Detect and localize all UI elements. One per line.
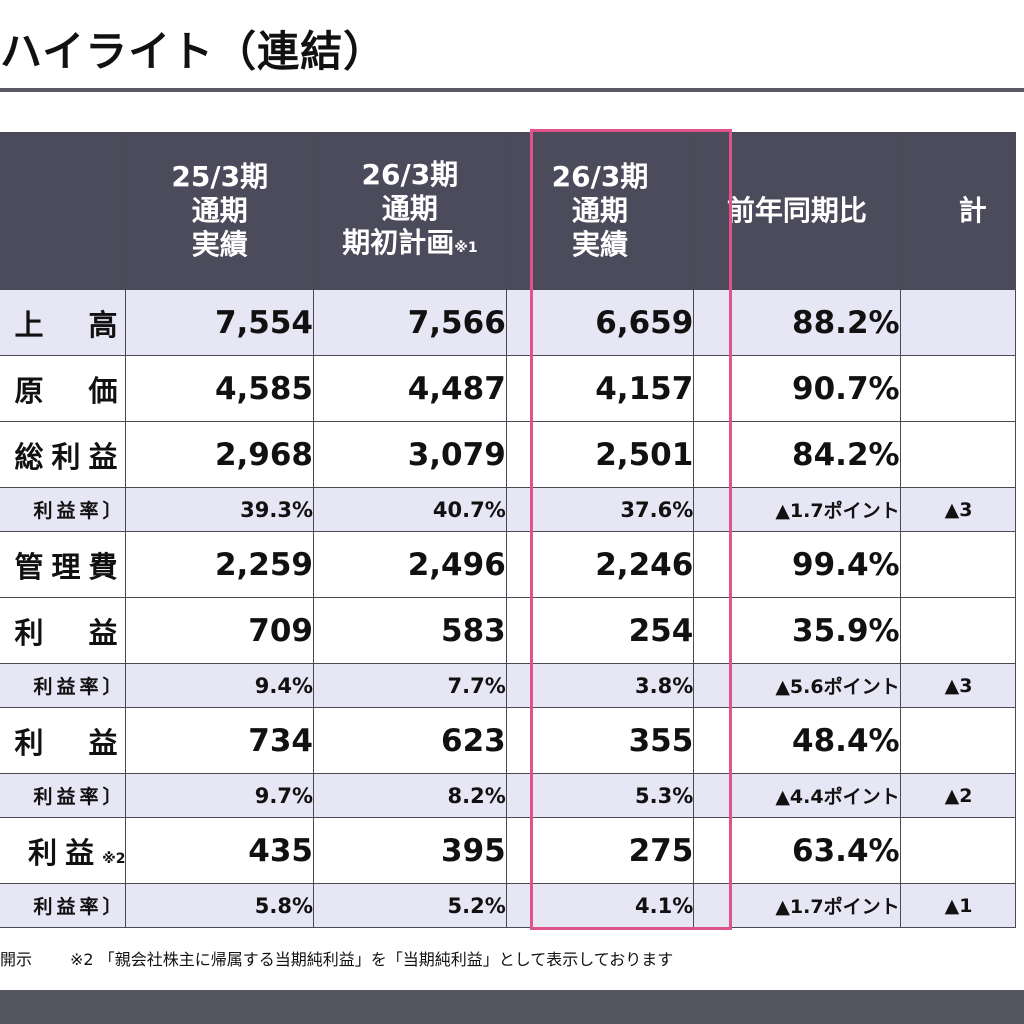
financial-highlights-table: 25/3期 通期 実績 26/3期 通期 期初計画※1 26/3期 通期 実績 前年同期比… <box>0 132 1017 928</box>
table-row: 利益率〕 9.7% 8.2% 5.3% ▲4.4ポイント ▲2 <box>0 773 1017 818</box>
table-cell: 40.7% <box>313 487 507 532</box>
header-label-col <box>0 132 127 290</box>
table-row: 利益率〕 39.3% 40.7% 37.6% ▲1.7ポイント ▲3 <box>0 487 1017 532</box>
row-label: 利 益 <box>0 597 127 664</box>
table-cell: 9.4% <box>125 663 314 708</box>
table-cell <box>899 289 1017 356</box>
table-row: 利 益 709 583 254 35.9% <box>0 597 1017 664</box>
row-label: 上 高 <box>0 289 127 356</box>
header-col-4: 前年同期比 <box>693 132 901 290</box>
table-cell: 734 <box>125 707 314 774</box>
table-row: 総利益 2,968 3,079 2,501 84.2% <box>0 421 1017 488</box>
table-cell: 3.8% <box>505 663 695 708</box>
table-row: 原 価 4,585 4,487 4,157 90.7% <box>0 355 1017 422</box>
table-cell: 5.2% <box>313 883 507 928</box>
table-cell: 435 <box>125 817 314 884</box>
table-cell: 709 <box>125 597 314 664</box>
row-label: 利益率〕 <box>0 663 127 708</box>
table-row: 利 益 734 623 355 48.4% <box>0 707 1017 774</box>
table-cell <box>899 817 1017 884</box>
table-cell: 254 <box>505 597 695 664</box>
header-col-5: 計 <box>899 132 1017 290</box>
table-cell: 4,487 <box>313 355 507 422</box>
row-label: 利益率〕 <box>0 487 127 532</box>
row-label: 管理費 <box>0 531 127 598</box>
footnote-2: ※2 「親会社株主に帰属する当期純利益」を「当期純利益」として表示しております <box>70 950 674 969</box>
table-cell: 2,968 <box>125 421 314 488</box>
footnote-marker: ※2 <box>102 850 126 867</box>
table-cell: 395 <box>313 817 507 884</box>
table-row: 利益※2 435 395 275 63.4% <box>0 817 1017 884</box>
table-row: 利益率〕 9.4% 7.7% 3.8% ▲5.6ポイント ▲3 <box>0 663 1017 708</box>
table-cell: 39.3% <box>125 487 314 532</box>
table-cell <box>899 707 1017 774</box>
table-cell: 8.2% <box>313 773 507 818</box>
table-cell: 48.4% <box>693 707 901 774</box>
row-label: 総利益 <box>0 421 127 488</box>
table-row: 上 高 7,554 7,566 6,659 88.2% <box>0 289 1017 356</box>
title-divider <box>0 88 1024 92</box>
footnote-marker: ※1 <box>454 239 478 256</box>
table-cell: 63.4% <box>693 817 901 884</box>
table-cell: 4,157 <box>505 355 695 422</box>
footnotes: 開示 ※2 「親会社株主に帰属する当期純利益」を「当期純利益」として表示しておりま… <box>0 946 711 970</box>
table-cell: 275 <box>505 817 695 884</box>
header-col-1: 25/3期 通期 実績 <box>125 132 314 290</box>
row-label: 利益率〕 <box>0 883 127 928</box>
table-cell: 7.7% <box>313 663 507 708</box>
row-label: 利益率〕 <box>0 773 127 818</box>
table-cell: 4,585 <box>125 355 314 422</box>
table-cell <box>899 597 1017 664</box>
table-cell: 35.9% <box>693 597 901 664</box>
table-cell: ▲5.6ポイント <box>693 663 901 708</box>
table-cell: 90.7% <box>693 355 901 422</box>
header-row: 25/3期 通期 実績 26/3期 通期 期初計画※1 26/3期 通期 実績 前年同期比… <box>0 132 1017 290</box>
table-cell: ▲1 <box>899 883 1017 928</box>
row-label: 利 益 <box>0 707 127 774</box>
row-label: 原 価 <box>0 355 127 422</box>
table-row: 管理費 2,259 2,496 2,246 99.4% <box>0 531 1017 598</box>
table-cell: 99.4% <box>693 531 901 598</box>
table-cell: 84.2% <box>693 421 901 488</box>
table-cell: 355 <box>505 707 695 774</box>
header-col-2: 26/3期 通期 期初計画※1 <box>313 132 507 290</box>
table-cell: 583 <box>313 597 507 664</box>
table-cell: ▲3 <box>899 487 1017 532</box>
table-cell <box>899 355 1017 422</box>
table-cell <box>899 421 1017 488</box>
table-cell: 7,566 <box>313 289 507 356</box>
table-cell: 2,501 <box>505 421 695 488</box>
table-cell: 5.3% <box>505 773 695 818</box>
table-cell <box>899 531 1017 598</box>
table-cell: 2,496 <box>313 531 507 598</box>
table-cell: 5.8% <box>125 883 314 928</box>
table-cell: 2,246 <box>505 531 695 598</box>
table-cell: ▲1.7ポイント <box>693 487 901 532</box>
table-cell: 88.2% <box>693 289 901 356</box>
table-cell: 4.1% <box>505 883 695 928</box>
footnote-1: 開示 <box>0 950 33 969</box>
table-cell: ▲1.7ポイント <box>693 883 901 928</box>
footer-bar <box>0 990 1024 1024</box>
header-col-3: 26/3期 通期 実績 <box>505 132 695 290</box>
table-cell: 7,554 <box>125 289 314 356</box>
table-cell: ▲2 <box>899 773 1017 818</box>
table-cell: 6,659 <box>505 289 695 356</box>
table-cell: ▲4.4ポイント <box>693 773 901 818</box>
table-row: 利益率〕 5.8% 5.2% 4.1% ▲1.7ポイント ▲1 <box>0 883 1017 928</box>
table-cell: 9.7% <box>125 773 314 818</box>
row-label: 利益※2 <box>0 817 127 884</box>
table-cell: 3,079 <box>313 421 507 488</box>
page-title: ハイライト（連結） <box>0 27 387 76</box>
table-cell: 623 <box>313 707 507 774</box>
table-cell: ▲3 <box>899 663 1017 708</box>
table-cell: 2,259 <box>125 531 314 598</box>
table-cell: 37.6% <box>505 487 695 532</box>
